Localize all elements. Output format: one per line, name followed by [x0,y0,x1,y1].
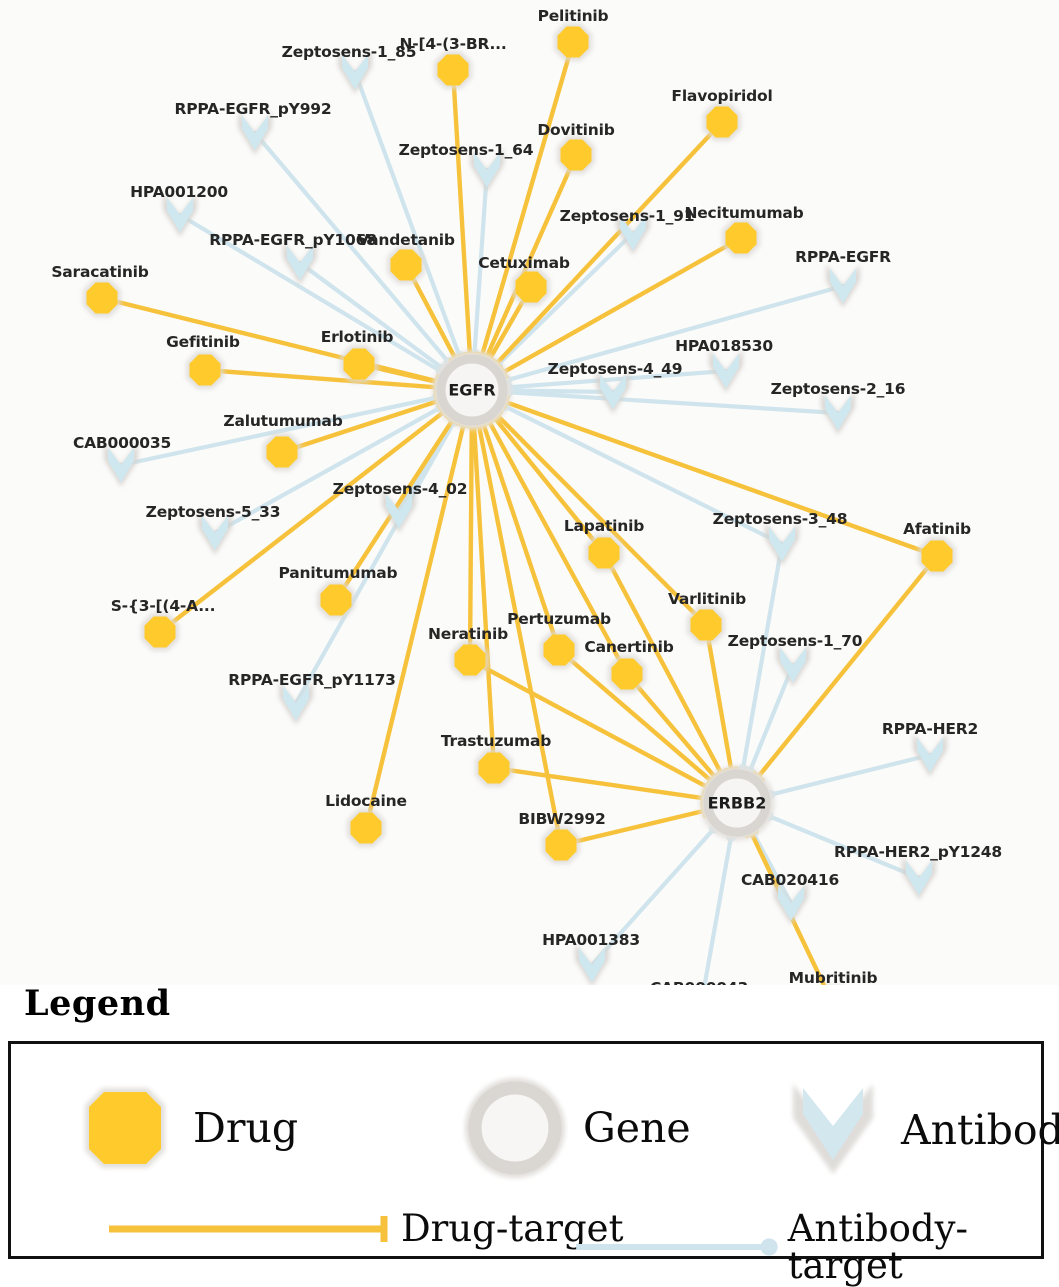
antibody-icon [779,1074,887,1186]
graph-edge [700,831,736,1010]
legend-panel: Legend Drug Gene [0,985,1059,1280]
graph-edge [453,70,475,354]
drug-node[interactable] [585,534,623,572]
drug-node[interactable] [434,51,472,89]
drug-node[interactable] [557,136,595,174]
antibody-node[interactable] [104,443,138,487]
drug-node[interactable] [317,581,355,619]
graph-edge [469,170,487,359]
graph-edge [765,755,930,800]
gene-node-label: EGFR [448,381,495,400]
drug-node[interactable] [451,641,489,679]
drug-node[interactable] [512,268,550,306]
drug-node[interactable] [186,351,224,389]
antibody-node[interactable] [198,511,232,555]
drug-node[interactable] [554,23,592,61]
legend-item-drug: Drug [71,1074,298,1182]
antibody-node[interactable] [776,643,810,687]
graph-edge [478,422,559,650]
legend-label-antibody: Antibody [901,1110,1059,1151]
graph-edge [738,544,782,775]
antibody-node[interactable] [596,370,630,414]
legend-item-antibody-target: Antibody-target [571,1210,1041,1284]
antibody-node[interactable] [774,881,808,925]
antibody-node[interactable] [765,522,799,566]
legend-label-drug: Drug [193,1108,298,1149]
legend-label-antibody-target: Antibody-target [788,1210,1041,1284]
gene-node-label: ERBB2 [708,794,767,813]
network-svg [0,0,1059,1010]
antibody-target-edge-icon [571,1230,784,1264]
drug-node[interactable] [475,749,513,787]
graph-edge [504,397,937,556]
antibody-node[interactable] [826,264,860,308]
drug-target-edge-icon [103,1212,399,1246]
drug-node[interactable] [918,537,956,575]
drug-node[interactable] [722,219,760,257]
drug-node[interactable] [263,433,301,471]
antibody-node[interactable] [913,733,947,777]
antibody-node[interactable] [821,391,855,435]
drug-node[interactable] [340,345,378,383]
antibody-node[interactable] [709,349,743,393]
antibody-node[interactable] [902,856,936,900]
legend-item-gene: Gene [461,1074,691,1182]
gene-icon [461,1074,569,1182]
legend-box: Drug Gene Antibody [8,1041,1044,1259]
antibody-node[interactable] [382,489,416,533]
graph-edge [627,674,719,781]
drug-node[interactable] [608,655,646,693]
legend-title: Legend [24,983,171,1024]
graph-edge [592,823,720,965]
drug-node[interactable] [141,613,179,651]
antibody-node[interactable] [575,943,609,987]
graph-edge [561,806,705,845]
drug-node[interactable] [542,826,580,864]
antibody-node[interactable] [163,193,197,237]
antibody-node[interactable] [470,148,504,192]
graph-edge [494,412,706,625]
drug-node[interactable] [703,103,741,141]
graph-edge [501,238,741,377]
graph-edge [494,768,704,804]
drug-node[interactable] [83,279,121,317]
legend-item-drug-target: Drug-target [103,1210,623,1247]
graph-edge [296,416,460,703]
antibody-node[interactable] [338,50,372,94]
antibody-node[interactable] [279,681,313,725]
graph-edge [763,811,919,878]
drug-node[interactable] [540,631,578,669]
drug-node[interactable] [347,809,385,847]
legend-item-antibody: Antibody [779,1074,1059,1186]
drug-icon [71,1074,179,1182]
graph-edge [706,625,737,770]
drug-node[interactable] [687,606,725,644]
drug-node[interactable] [387,246,425,284]
legend-label-gene: Gene [583,1108,691,1149]
